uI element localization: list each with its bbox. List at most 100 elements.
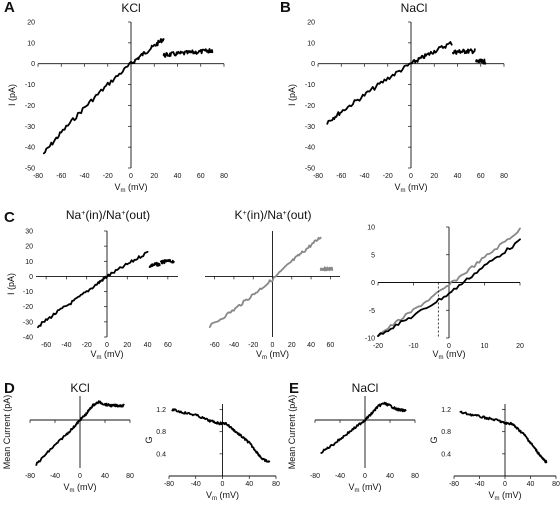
y-tick-label: 0 [29, 274, 33, 281]
x-tick-label: 80 [500, 173, 508, 180]
x-tick-label: 20 [288, 342, 296, 349]
chart-title: NaCl [352, 381, 379, 395]
trace-series-1-segment-1 [320, 401, 407, 454]
trace-series-1-segment-1 [37, 250, 149, 329]
chart-c1: C Na+(in)/Na+(out) -60 -40 -20 0 20 40 60 -40 -30 -… [4, 208, 178, 361]
x-tick-label: -10 [408, 343, 418, 350]
chart-e2: -80 -40 0 40 80 0.4 0.8 1.2 G Vm (mV) [429, 404, 560, 502]
y-tick-label: 10 [25, 259, 33, 266]
x-tick-label: 80 [552, 481, 560, 488]
x-tick-label: -20 [383, 173, 393, 180]
chart-title: KCl [70, 381, 89, 395]
y-tick-label: 0.4 [441, 451, 451, 458]
x-axis-label: Vm (mV) [90, 349, 123, 361]
x-axis-label: Vm (mV) [256, 349, 289, 361]
y-tick-label: -30 [23, 319, 33, 326]
x-tick-label: 0 [363, 473, 367, 480]
y-tick-label: 10 [27, 40, 35, 47]
x-tick-label: -40 [79, 173, 89, 180]
x-tick-label: 0 [271, 342, 275, 349]
x-tick-label: -60 [56, 173, 66, 180]
x-tick-label: 20 [123, 342, 131, 349]
x-tick-label: -40 [191, 481, 201, 488]
x-tick-label: 40 [527, 481, 535, 488]
chart-e1: E NaCl -80 -40 0 40 80 Mean Current (pA) Vm (mV) [287, 380, 419, 494]
y-tick-label: -5 [369, 308, 375, 315]
x-tick-label: 60 [197, 173, 205, 180]
x-tick-label: 60 [164, 342, 172, 349]
x-tick-label: -60 [336, 173, 346, 180]
y-axis-label: G [144, 436, 154, 443]
x-tick-label: -80 [33, 173, 43, 180]
y-tick-label: 10 [307, 40, 315, 47]
x-tick-label: 40 [101, 473, 109, 480]
x-axis-label: Vm (mV) [432, 349, 465, 361]
x-axis-label: Vm (mV) [488, 490, 521, 502]
y-tick-label: 20 [25, 244, 33, 251]
y-tick-label: 10 [367, 225, 375, 232]
trace-series-1-segment-1 [171, 408, 271, 463]
x-axis-label: Vm (mV) [114, 182, 147, 194]
trace-series-1-segment-2 [148, 261, 161, 268]
x-tick-label: 80 [126, 473, 134, 480]
y-tick-label: 1.2 [156, 407, 166, 414]
y-tick-label: 0 [311, 61, 315, 68]
y-tick-label: 0 [371, 280, 375, 287]
x-tick-label: 40 [454, 173, 462, 180]
trace-series-1-segment-2 [162, 48, 214, 58]
x-tick-label: 60 [326, 342, 334, 349]
x-tick-label: 40 [174, 173, 182, 180]
y-tick-label: -10 [365, 336, 375, 343]
x-axis-label: Vm (mV) [206, 490, 239, 502]
y-tick-label: -30 [305, 124, 315, 131]
y-axis-label: I (pA) [287, 84, 297, 106]
y-tick-label: 20 [27, 20, 35, 27]
trace-series-1-segment-1 [459, 410, 548, 464]
x-tick-label: -40 [359, 173, 369, 180]
y-axis-label: Mean Current (pA) [287, 395, 297, 470]
x-tick-label: 40 [386, 473, 394, 480]
trace-series-1-segment-3 [475, 58, 487, 65]
y-tick-label: -40 [25, 145, 35, 152]
x-tick-label: -20 [248, 342, 258, 349]
y-axis-label: Mean Current (pA) [2, 395, 12, 470]
chart-c2: K+(in)/Na+(out) -60 -40 -20 0 20 40 60 Vm (mV) [205, 208, 340, 361]
trace-series-1-segment-3 [159, 258, 175, 265]
trace-series-1-segment-2 [452, 48, 476, 55]
y-tick-label: -40 [305, 145, 315, 152]
x-tick-label: 0 [129, 173, 133, 180]
panel-letter-b: B [280, 0, 291, 16]
x-tick-label: -40 [474, 481, 484, 488]
y-tick-label: -20 [25, 103, 35, 110]
x-tick-label: -40 [229, 342, 239, 349]
chart-b: B NaCl -80 -60 -40 -20 0 20 40 60 80 -50 -40 -30 -20 -1… [280, 0, 508, 194]
y-tick-label: -50 [305, 166, 315, 173]
panel-letter-a: A [4, 0, 15, 16]
y-tick-label: 20 [307, 20, 315, 27]
x-tick-label: 0 [447, 343, 451, 350]
chart-title: NaCl [401, 1, 428, 15]
trace-series-1-segment-1 [326, 41, 453, 125]
x-tick-label: 40 [245, 481, 253, 488]
x-tick-label: -60 [210, 342, 220, 349]
trace-series-1-segment-1 [208, 236, 322, 328]
chart-title: KCl [121, 1, 140, 15]
y-tick-label: 0 [31, 61, 35, 68]
y-tick-label: 1.2 [441, 407, 451, 414]
x-tick-label: -20 [103, 173, 113, 180]
trace-series-1-segment-1 [35, 400, 125, 466]
x-axis-label: Vm (mV) [63, 482, 96, 494]
y-tick-label: 0.4 [156, 451, 166, 458]
chart-title: K+(in)/Na+(out) [235, 208, 312, 222]
x-tick-label: -80 [313, 173, 323, 180]
x-tick-label: -40 [61, 342, 71, 349]
x-tick-label: 0 [221, 481, 225, 488]
x-tick-label: -20 [373, 343, 383, 350]
y-tick-label: -50 [25, 166, 35, 173]
y-tick-label: -30 [25, 124, 35, 131]
x-tick-label: -60 [41, 342, 51, 349]
chart-title: Na+(in)/Na+(out) [66, 208, 150, 222]
x-tick-label: 0 [105, 342, 109, 349]
